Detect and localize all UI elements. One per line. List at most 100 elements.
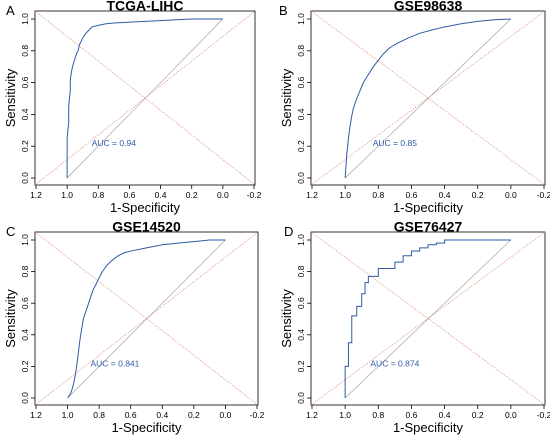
x-tick-label: 0.0 [220,410,232,420]
y-tick-label: 0.4 [20,329,30,341]
chance-line [344,239,512,399]
x-tick-label: 0.4 [155,190,167,200]
y-axis-label: Sensitivity [3,289,18,348]
x-tick-label: 1.2 [306,190,318,200]
y-tick-label: 0.8 [20,45,30,57]
x-tick-label: 0.8 [372,410,384,420]
y-tick-label: 0.2 [296,140,306,152]
x-tick-label: 0.2 [472,410,484,420]
chance-line [66,18,224,179]
chart-title: TCGA-LIHC [107,0,184,14]
x-tick-label: 1.0 [61,190,73,200]
x-tick-label: 0.2 [186,190,198,200]
auc-annotation: AUC = 0.85 [373,138,417,148]
roc-curve-line [344,18,511,179]
diagonal-line [34,231,259,406]
y-axis-label: Sensitivity [3,68,18,127]
y-tick-label: 0.6 [20,76,30,88]
auc-annotation: AUC = 0.94 [92,138,136,148]
y-tick-label: 0.4 [296,329,306,341]
roc-curve-line [66,18,223,178]
x-tick-label: -0.2 [537,190,550,200]
y-tick-label: 0.8 [296,265,306,277]
x-tick-label: 1.2 [30,410,42,420]
diagonal-line [310,10,546,186]
x-axis-label: 1-Specificity [393,200,464,215]
x-axis-label: 1-Specificity [110,200,181,215]
x-axis-label: 1-Specificity [111,420,182,435]
y-tick-label: 0.6 [296,76,306,88]
diagonal-line [34,10,256,186]
chance-line [344,18,512,179]
x-tick-label: 0.0 [505,190,517,200]
panel-letter: B [279,3,288,18]
auc-annotation: AUC = 0.841 [90,358,139,368]
x-tick-label: 0.2 [188,410,200,420]
x-tick-label: 0.8 [93,410,105,420]
x-tick-label: 0.8 [92,190,104,200]
x-tick-label: -0.2 [247,190,262,200]
y-tick-label: 0.0 [296,172,306,184]
y-tick-label: 1.0 [296,13,306,25]
x-tick-label: 0.6 [125,410,137,420]
y-tick-label: 1.0 [296,234,306,246]
x-tick-label: 0.6 [406,190,418,200]
panel-letter: D [284,224,293,239]
y-axis-label: Sensitivity [279,289,294,348]
chart-panel-a: A TCGA-LIHC 0.0 0.2 0.4 0.6 0.8 1.0 1.2 1.0 0.8 0.6… [3,0,262,215]
chart-panel-b: B GSE98638 0.0 0.2 0.4 0.6 0.8 1.0 1.2 1.0 0.8 0.6 0… [279,0,550,215]
y-tick-label: 1.0 [20,234,30,246]
x-tick-label: 1.0 [62,410,74,420]
x-tick-label: 0.4 [439,190,451,200]
x-tick-label: -0.2 [250,410,265,420]
y-tick-label: 0.6 [20,297,30,309]
x-axis-label: 1-Specificity [393,420,464,435]
y-tick-label: 0.0 [20,392,30,404]
diagonal-line [310,231,546,406]
plot-frame [310,10,546,186]
x-tick-label: 1.0 [339,190,351,200]
plot-frame [310,231,546,406]
x-tick-label: 0.0 [217,190,229,200]
chart-title: GSE98638 [394,0,463,14]
y-tick-label: 0.0 [20,172,30,184]
x-tick-label: -0.2 [537,410,550,420]
x-tick-label: 0.4 [156,410,168,420]
chart-panel-d: D GSE76427 0.0 0.2 0.4 0.6 0.8 1.0 1.2 1.0 0.8 0.6 0… [279,219,550,436]
x-tick-label: 0.8 [372,190,384,200]
x-tick-label: 1.2 [306,410,318,420]
plot-frame [34,231,259,406]
y-tick-label: 0.8 [296,45,306,57]
plot-frame [34,10,256,186]
diagonal-line [34,231,259,406]
x-tick-label: 0.2 [472,190,484,200]
y-tick-label: 0.6 [296,297,306,309]
y-tick-label: 0.2 [296,360,306,372]
x-tick-label: 0.6 [406,410,418,420]
panel-letter: A [6,3,15,18]
y-tick-label: 0.2 [20,360,30,372]
y-tick-label: 0.2 [20,140,30,152]
chart-title: GSE76427 [394,219,463,235]
y-tick-label: 0.4 [296,108,306,120]
diagonal-line [310,10,546,186]
y-axis-label: Sensitivity [279,68,294,127]
auc-annotation: AUC = 0.874 [370,358,419,368]
chart-title: GSE14520 [112,219,181,235]
x-tick-label: 0.4 [439,410,451,420]
y-tick-label: 0.4 [20,108,30,120]
y-tick-label: 0.0 [296,392,306,404]
x-tick-label: 1.2 [30,190,42,200]
roc-curve-line [344,239,511,398]
y-tick-label: 0.8 [20,265,30,277]
x-tick-label: 1.0 [339,410,351,420]
chart-panel-c: C GSE14520 0.0 0.2 0.4 0.6 0.8 1.0 1.2 1.0 0.8 0.6 0… [3,219,265,436]
panel-letter: C [6,224,15,239]
x-tick-label: 0.0 [505,410,517,420]
x-tick-label: 0.6 [124,190,136,200]
y-tick-label: 1.0 [20,13,30,25]
roc-curve-line [67,239,226,399]
diagonal-line [310,231,546,406]
chance-line [67,239,226,399]
